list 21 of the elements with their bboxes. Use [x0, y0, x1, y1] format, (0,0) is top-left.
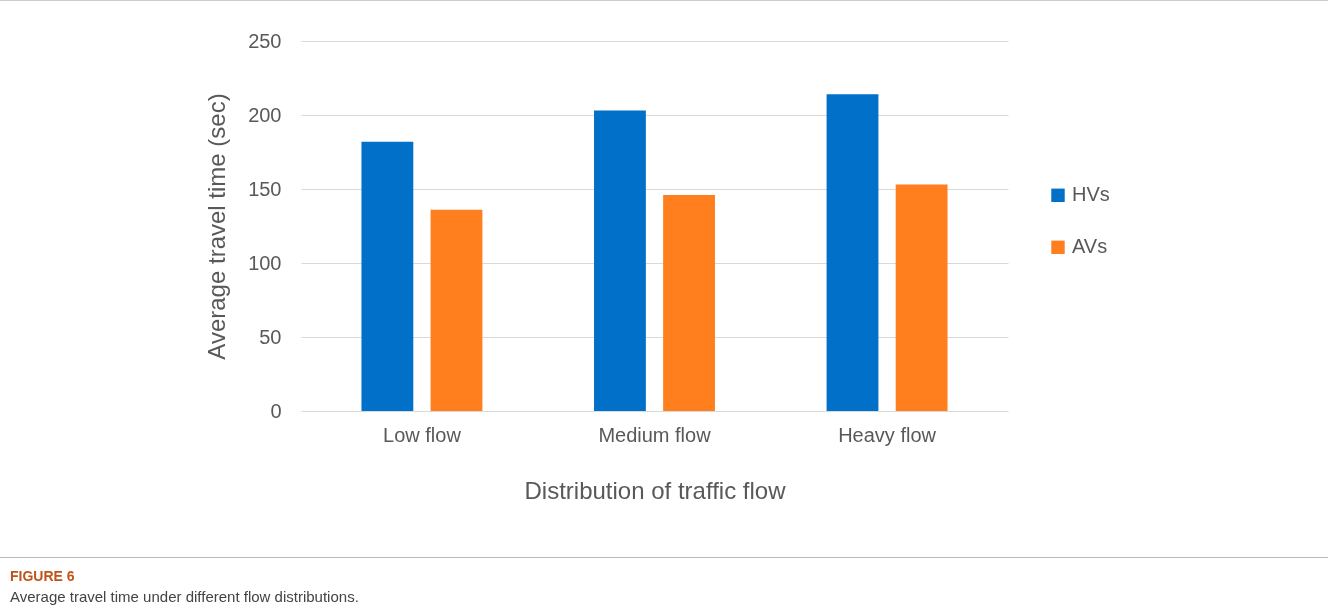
- y-tick-label: 150: [248, 177, 282, 200]
- bar: [826, 94, 879, 411]
- caption: FIGURE 6: [10, 568, 76, 584]
- bar: [663, 194, 715, 411]
- legend-label: AVs: [1072, 235, 1108, 258]
- bar: [430, 209, 483, 411]
- x-axis-title: Distribution of traffic flow: [524, 476, 787, 504]
- bar: [594, 110, 646, 411]
- legend-label: HVs: [1072, 183, 1110, 206]
- y-tick-label: 200: [248, 103, 282, 126]
- bar: [361, 141, 414, 411]
- y-tick-label: 0: [270, 399, 282, 422]
- y-tick-label: 250: [248, 29, 282, 52]
- y-tick-label: 100: [248, 251, 282, 274]
- x-tick-label: Low flow: [383, 423, 462, 446]
- y-tick-label: 50: [259, 325, 282, 348]
- x-tick-label: Heavy flow: [838, 423, 937, 446]
- y-axis-title: Average travel time (sec): [203, 93, 231, 360]
- text: Average travel time under different flow distributions.: [10, 588, 360, 605]
- bar: [895, 184, 948, 411]
- x-tick-label: Medium flow: [598, 423, 712, 446]
